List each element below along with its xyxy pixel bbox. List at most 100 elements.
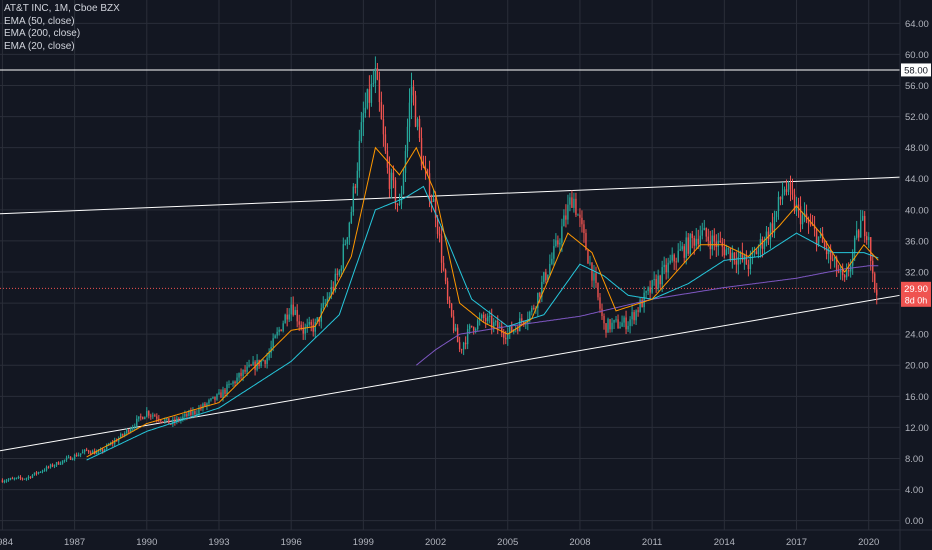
- trendlines[interactable]: [0, 69, 901, 452]
- candle-down: [603, 315, 605, 324]
- candle-down: [442, 262, 445, 270]
- candle-down: [154, 415, 156, 417]
- candle-up: [268, 352, 270, 358]
- candle-up: [105, 445, 108, 450]
- candle-down: [1, 480, 4, 483]
- candle-up: [541, 281, 543, 297]
- candle-down: [472, 326, 475, 331]
- candle-up: [489, 315, 491, 317]
- candle-up: [647, 287, 649, 292]
- candle-up: [374, 68, 377, 84]
- candle-up: [81, 451, 84, 454]
- time-tick-label: 1996: [281, 537, 302, 548]
- candle-up: [593, 273, 595, 281]
- candle-down: [89, 452, 92, 454]
- candle-up: [827, 249, 830, 255]
- indicator-ema-50[interactable]: EMA (50, close): [4, 15, 75, 27]
- candle-down: [876, 289, 878, 296]
- candle-up: [83, 449, 86, 452]
- candle-down: [581, 217, 583, 225]
- candle-up: [480, 314, 483, 319]
- price-tick-label: 12.00: [905, 423, 929, 434]
- candle-down: [224, 389, 226, 394]
- time-axis[interactable]: 1984 1987 1990 1993 1996 1999 2002 2005 2008 2011…: [0, 529, 932, 548]
- candle-up: [124, 433, 126, 436]
- candle-down: [101, 449, 104, 452]
- candle-up: [182, 416, 184, 419]
- candle-up: [95, 451, 98, 455]
- candle-up: [677, 250, 679, 262]
- candle-down: [302, 328, 304, 334]
- candle-up: [252, 361, 254, 366]
- candle-up: [711, 235, 714, 250]
- candle-down: [501, 326, 503, 333]
- candle-up: [334, 273, 336, 290]
- candle-down: [575, 198, 577, 215]
- candle-up: [306, 324, 308, 328]
- candle-up: [284, 314, 286, 324]
- candle-up: [276, 331, 278, 336]
- candle-down: [779, 196, 782, 200]
- candle-up: [202, 403, 204, 409]
- candle-up: [304, 327, 306, 334]
- candle-down: [300, 324, 302, 329]
- candle-up: [25, 478, 28, 480]
- candle-up: [462, 342, 465, 350]
- candle-up: [398, 203, 401, 205]
- candle-up: [53, 465, 56, 467]
- price-tick-label: 20.00: [905, 361, 929, 372]
- candle-up: [260, 360, 262, 366]
- candle-up: [507, 333, 509, 340]
- last-price-badge: [901, 281, 931, 307]
- indicator-ema-20[interactable]: EMA (20, close): [4, 40, 75, 52]
- candle-up: [731, 252, 734, 261]
- candle-up: [13, 478, 16, 480]
- candle-down: [587, 250, 589, 264]
- ema-20-line: [86, 146, 879, 458]
- candle-up: [126, 429, 128, 434]
- candle-up: [246, 366, 248, 372]
- candle-up: [364, 107, 367, 114]
- candle-up: [559, 242, 561, 245]
- ema-lines: [86, 146, 879, 461]
- candle-up: [266, 357, 268, 364]
- candle-up: [344, 243, 347, 245]
- indicator-ema-200[interactable]: EMA (200, close): [4, 28, 81, 39]
- candle-up: [230, 383, 232, 385]
- candle-down: [697, 238, 699, 245]
- candle-up: [553, 246, 555, 259]
- candle-up: [198, 408, 200, 414]
- candle-up: [679, 249, 681, 251]
- candle-down: [503, 332, 505, 338]
- candle-up: [49, 464, 52, 468]
- candle-up: [7, 479, 10, 481]
- candle-up: [833, 257, 836, 260]
- candle-up: [27, 476, 30, 479]
- candle-up: [73, 454, 76, 460]
- candle-up: [573, 198, 575, 208]
- candle-up: [400, 193, 403, 204]
- candle-down: [122, 434, 124, 436]
- ema-50-line: [86, 185, 879, 461]
- candle-up: [406, 126, 409, 152]
- candle-up: [509, 326, 511, 334]
- candle-down: [583, 224, 585, 234]
- candle-down: [533, 307, 535, 309]
- candle-down: [464, 342, 467, 345]
- candle-up: [845, 270, 848, 278]
- symbol-title[interactable]: AT&T INC, 1M, Cboe BZX: [4, 3, 120, 14]
- candle-down: [857, 230, 860, 238]
- candle-down: [250, 364, 252, 366]
- candle-up: [773, 216, 776, 233]
- candle-up: [366, 89, 369, 108]
- candle-up: [15, 477, 18, 479]
- candle-down: [505, 337, 507, 340]
- candle-up: [370, 83, 373, 103]
- candle-down: [497, 321, 499, 329]
- time-tick-label: 1990: [136, 537, 157, 548]
- candle-down: [448, 300, 451, 304]
- candle-up: [262, 360, 264, 362]
- candle-down: [767, 231, 770, 240]
